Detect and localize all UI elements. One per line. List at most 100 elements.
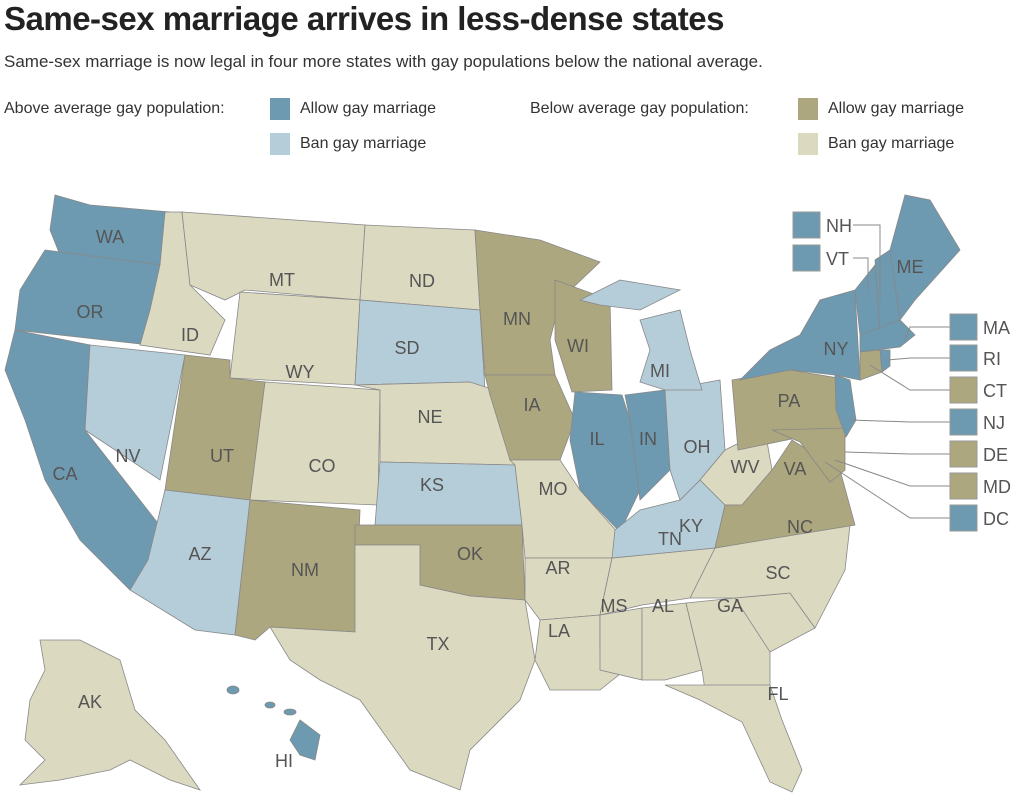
state-label-wv: WV — [731, 457, 760, 477]
state-tx[interactable] — [269, 544, 536, 791]
callout-label-ma: MA — [983, 318, 1010, 338]
state-ri[interactable] — [879, 349, 891, 373]
callout-label-nj: NJ — [983, 413, 1005, 433]
state-hi-island — [226, 685, 240, 695]
state-label-ar: AR — [545, 558, 570, 578]
legend-swatch-below-allow — [798, 98, 818, 120]
state-label-me: ME — [897, 257, 924, 277]
callout-line-nj — [849, 419, 950, 423]
legend-swatch-above-ban — [270, 133, 290, 155]
state-label-ne: NE — [417, 407, 442, 427]
callout-label-md: MD — [983, 477, 1011, 497]
state-hi[interactable] — [289, 719, 321, 761]
state-al[interactable] — [641, 602, 703, 681]
callout-line-vt — [853, 257, 869, 290]
state-label-oh: OH — [684, 437, 711, 457]
state-label-ms: MS — [601, 596, 628, 616]
state-label-ga: GA — [717, 596, 743, 616]
state-label-ut: UT — [210, 446, 234, 466]
callout-swatch-ma — [949, 313, 978, 341]
state-mi[interactable] — [578, 279, 682, 311]
legend-swatch-above-allow — [270, 98, 290, 120]
state-hi-island — [264, 701, 276, 709]
state-label-ky: KY — [679, 516, 703, 536]
legend-above-allow: Allow gay marriage — [300, 100, 437, 117]
state-ct[interactable] — [859, 349, 883, 381]
callout-label-de: DE — [983, 445, 1008, 465]
state-sd[interactable] — [354, 299, 486, 391]
callout-line-ri — [887, 357, 950, 361]
state-label-pa: PA — [778, 391, 801, 411]
state-label-mt: MT — [269, 270, 295, 290]
callout-label-ri: RI — [983, 349, 1001, 369]
state-label-wi: WI — [567, 336, 589, 356]
callout-label-nh: NH — [826, 216, 852, 236]
state-md[interactable] — [771, 427, 846, 483]
state-mn[interactable] — [474, 229, 601, 376]
callout-line-ma — [904, 326, 950, 341]
state-label-nv: NV — [115, 446, 140, 466]
legend-swatch-below-ban — [798, 133, 818, 155]
state-label-ok: OK — [457, 544, 483, 564]
callout-swatch-ct — [949, 376, 978, 404]
state-label-va: VA — [784, 459, 807, 479]
state-label-ak: AK — [78, 692, 102, 712]
legend-above-label: Above average gay population: — [4, 100, 225, 117]
legend-below-allow: Allow gay marriage — [828, 100, 965, 117]
state-label-az: AZ — [188, 544, 211, 564]
state-label-fl: FL — [767, 684, 788, 704]
callout-line-nh — [853, 224, 881, 300]
callout-label-dc: DC — [983, 509, 1009, 529]
subtitle: Same-sex marriage is now legal in four m… — [4, 52, 763, 71]
state-co[interactable] — [249, 381, 381, 506]
state-label-ny: NY — [823, 339, 848, 359]
callout-swatch-nh — [792, 211, 821, 239]
state-label-sd: SD — [394, 338, 419, 358]
callout-line-ct — [869, 364, 950, 391]
state-label-al: AL — [652, 596, 674, 616]
callout-line-dc — [824, 461, 950, 519]
state-nc[interactable] — [689, 524, 851, 629]
state-nj[interactable] — [834, 374, 857, 438]
state-ks[interactable] — [374, 461, 523, 526]
callout-swatch-md — [949, 472, 978, 500]
state-fl[interactable] — [664, 684, 803, 793]
state-label-tn: TN — [658, 529, 682, 549]
callout-line-md — [834, 459, 950, 487]
legend-below-label: Below average gay population: — [530, 100, 749, 117]
state-label-ks: KS — [420, 475, 444, 495]
state-il[interactable] — [569, 391, 641, 533]
state-label-wa: WA — [96, 227, 124, 247]
state-ms[interactable] — [599, 607, 643, 681]
state-label-ia: IA — [523, 395, 540, 415]
state-ak[interactable] — [18, 639, 202, 791]
state-or[interactable] — [14, 249, 163, 346]
callout-swatch-dc — [949, 504, 978, 532]
state-nd[interactable] — [359, 224, 481, 311]
page-title: Same-sex marriage arrives in less-dense … — [4, 0, 724, 37]
state-label-hi: HI — [275, 751, 293, 771]
callout-label-ct: CT — [983, 381, 1007, 401]
state-in[interactable] — [624, 389, 671, 501]
state-label-mo: MO — [539, 479, 568, 499]
callout-swatch-ri — [949, 344, 978, 372]
state-nv[interactable] — [84, 344, 186, 481]
state-label-nm: NM — [291, 560, 319, 580]
legend-above-ban: Ban gay marriage — [300, 135, 427, 152]
callout-swatch-nj — [949, 408, 978, 436]
state-label-nc: NC — [787, 517, 813, 537]
state-ma[interactable] — [859, 319, 916, 353]
state-label-id: ID — [181, 325, 199, 345]
state-label-wy: WY — [286, 362, 315, 382]
state-label-nd: ND — [409, 271, 435, 291]
callout-swatch-de — [949, 440, 978, 468]
state-mi[interactable] — [639, 309, 703, 391]
state-label-il: IL — [589, 429, 604, 449]
state-label-mi: MI — [650, 361, 670, 381]
state-ny[interactable] — [738, 289, 861, 381]
state-label-co: CO — [309, 456, 336, 476]
state-label-ca: CA — [52, 464, 77, 484]
state-label-or: OR — [77, 302, 104, 322]
state-hi-island — [283, 708, 297, 716]
